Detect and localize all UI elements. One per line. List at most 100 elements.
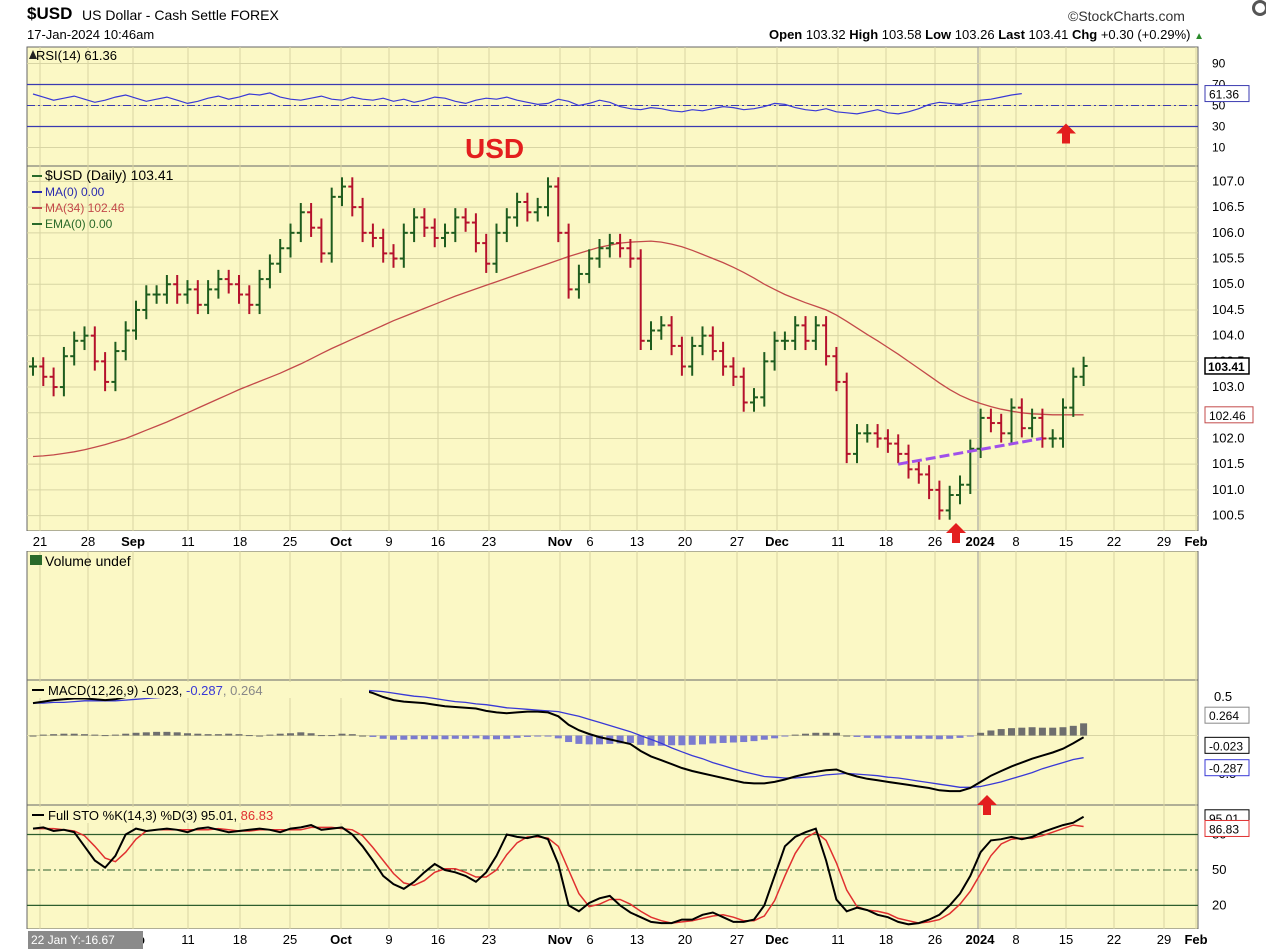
price-bar	[317, 218, 326, 263]
macd-value-tag	[1204, 759, 1250, 777]
x-tick-label: 16	[431, 534, 445, 549]
x-tick-label: 8	[1012, 932, 1019, 947]
macd-histogram-bar	[874, 735, 882, 739]
price-bar	[121, 321, 130, 361]
price-bar	[80, 326, 89, 351]
support-trendline	[897, 436, 1043, 466]
macd-histogram-bar	[60, 733, 68, 736]
brand-logo[interactable]: ©StockCharts.com	[1068, 8, 1185, 24]
rsi-line	[32, 92, 1022, 115]
macd-histogram-bar	[822, 732, 830, 736]
macd-tick-label: 0.5	[1214, 689, 1232, 704]
price-legend-item: MA(34) 102.46	[45, 201, 125, 215]
price-bar	[471, 213, 480, 253]
price-bar	[132, 300, 140, 340]
macd-histogram-bar	[750, 735, 758, 742]
price-bar	[780, 331, 789, 351]
x-tick-label: 22	[1107, 932, 1121, 947]
resize-handle-icon[interactable]	[1252, 0, 1266, 16]
macd-value-tag	[1204, 736, 1250, 754]
macd-histogram-bar	[709, 735, 717, 744]
macd-histogram-bar	[863, 735, 871, 738]
price-bar	[708, 326, 717, 361]
price-bar	[162, 274, 171, 304]
price-bar	[616, 233, 625, 258]
date-axis-bg	[0, 531, 1266, 551]
macd-histogram-bar	[966, 735, 974, 737]
macd-histogram-bar	[554, 735, 562, 739]
chg-label: Chg	[1071, 27, 1098, 42]
x-tick-label: 16	[431, 932, 445, 947]
x-tick-label: 15	[1059, 534, 1073, 549]
price-bar	[914, 460, 923, 484]
price-bar	[183, 280, 192, 304]
macd-legend-bg	[29, 682, 369, 698]
price-tick-label: 100.5	[1212, 508, 1245, 523]
up-arrow-icon	[1056, 123, 1076, 144]
x-tick-label: 2024	[966, 932, 996, 947]
macd-legend-name: MACD(12,26,9) -0.023,	[48, 683, 186, 698]
chg-value: +0.30 (+0.29%)	[1100, 27, 1191, 42]
price-bar	[39, 357, 48, 387]
price-bar	[523, 192, 532, 222]
macd-histogram-bar	[348, 734, 356, 736]
price-bar	[842, 372, 851, 464]
macd-histogram-bar	[771, 735, 779, 739]
macd-histogram-bar	[369, 735, 377, 737]
price-bar	[1038, 408, 1047, 448]
price-bar	[976, 408, 985, 458]
macd-histogram-bar	[410, 735, 418, 740]
x-tick-label: 9	[385, 932, 392, 947]
price-bar	[358, 197, 367, 243]
chart-header: $USD US Dollar - Cash Settle FOREX ©Stoc…	[0, 0, 1266, 46]
price-bar	[657, 316, 666, 340]
price-bar	[1079, 356, 1088, 387]
price-bar	[698, 326, 707, 356]
macd-histogram-bar	[946, 735, 954, 739]
macd-histogram-bar	[317, 735, 325, 737]
price-tick-label: 104.0	[1212, 328, 1245, 343]
x-tick-label: 22	[1107, 534, 1121, 549]
x-tick-label: Oct	[330, 932, 352, 947]
macd-histogram-bar	[894, 735, 902, 739]
macd-histogram-bar	[884, 735, 892, 739]
price-bar	[719, 341, 728, 376]
macd-histogram-bar	[132, 732, 140, 736]
price-bar	[636, 249, 645, 351]
macd-histogram-bar	[534, 735, 542, 737]
price-bar	[801, 316, 810, 351]
macd-histogram-bar	[462, 735, 470, 739]
macd-histogram-bar	[637, 735, 645, 745]
macd-histogram-bar	[832, 732, 840, 736]
date-axis-bottom-bg	[0, 929, 1266, 950]
macd-histogram-bar	[987, 730, 995, 736]
price-bar	[90, 326, 99, 371]
price-tick-label: 101.0	[1212, 482, 1245, 497]
macd-value-text: -0.287	[1209, 762, 1243, 776]
last-price-tag	[1204, 357, 1250, 375]
price-bar	[883, 429, 892, 453]
macd-histogram-bar	[585, 735, 593, 745]
sto-panel-bg	[26, 804, 1199, 930]
macd-legend-hist: , 0.264	[223, 683, 263, 698]
price-bar	[533, 197, 542, 222]
price-bar	[399, 223, 408, 268]
rsi-value-text: 61.36	[1209, 88, 1239, 102]
macd-histogram-bar	[39, 734, 47, 736]
price-bar	[29, 357, 37, 376]
x-tick-label: 29	[1157, 534, 1171, 549]
price-bar	[626, 239, 635, 268]
macd-histogram-bar	[214, 734, 222, 736]
price-bar	[142, 285, 151, 320]
sto-value-tag	[1204, 819, 1250, 837]
last-price-text: 103.41	[1208, 360, 1245, 374]
x-tick-label: Oct	[330, 534, 352, 549]
x-tick-label: 11	[181, 932, 195, 947]
chart-datetime: 17-Jan-2024 10:46am	[27, 27, 155, 42]
price-bar	[554, 177, 563, 243]
macd-histogram-bar	[977, 732, 985, 736]
rsi-value-tag	[1204, 85, 1250, 103]
macd-histogram-bar	[905, 735, 912, 739]
stoch-d-line	[33, 824, 1084, 924]
x-tick-label: 18	[233, 932, 247, 947]
